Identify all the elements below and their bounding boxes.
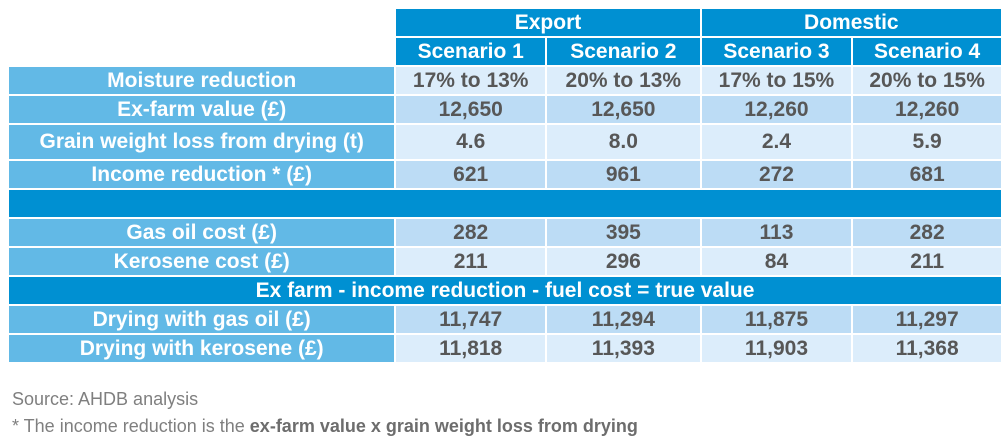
cell: 282 (394, 217, 548, 248)
table-row-gas-oil-cost: Gas oil cost (£) 282 395 113 282 (6, 217, 1003, 248)
row-label: Kerosene cost (£) (6, 246, 397, 277)
cell: 2.4 (699, 123, 854, 161)
group-header-domestic: Domestic (699, 7, 1003, 38)
row-label: Drying with kerosene (£) (6, 333, 397, 364)
cell: 272 (699, 159, 854, 190)
cell: 17% to 13% (394, 65, 548, 96)
cell: 282 (851, 217, 1003, 248)
row-label: Gas oil cost (£) (6, 217, 397, 248)
cell: 681 (851, 159, 1003, 190)
table-row-grain-loss: Grain weight loss from drying (t) 4.6 8.… (6, 123, 1003, 161)
formula-band: Ex farm - income reduction - fuel cost =… (7, 275, 1003, 306)
cell: 395 (545, 217, 702, 248)
cell: 11,294 (545, 304, 702, 335)
scenario-header: Scenario 1 (394, 36, 548, 67)
cell: 621 (394, 159, 548, 190)
table-row-income-reduction: Income reduction * (£) 621 961 272 681 (6, 159, 1003, 190)
table-row-drying-gas-oil: Drying with gas oil (£) 11,747 11,294 11… (6, 304, 1003, 335)
cell: 20% to 13% (545, 65, 702, 96)
drying-scenarios-table: Export Domestic Scenario 1 Scenario 2 Sc… (6, 7, 1003, 364)
scenario-header: Scenario 4 (851, 36, 1003, 67)
scenario-header: Scenario 2 (545, 36, 702, 67)
footnote: * The income reduction is the ex-farm va… (12, 416, 638, 437)
corner-cell (6, 7, 397, 38)
cell: 8.0 (545, 123, 702, 161)
cell: 17% to 15% (699, 65, 854, 96)
table-row-ex-farm: Ex-farm value (£) 12,650 12,650 12,260 1… (6, 94, 1003, 125)
table-row-kerosene-cost: Kerosene cost (£) 211 296 84 211 (6, 246, 1003, 277)
table-row-formula: Ex farm - income reduction - fuel cost =… (7, 275, 1003, 306)
table-row-drying-kerosene: Drying with kerosene (£) 11,818 11,393 1… (6, 333, 1003, 364)
row-label: Drying with gas oil (£) (6, 304, 397, 335)
cell: 12,260 (699, 94, 854, 125)
cell: 11,903 (699, 333, 854, 364)
cell: 11,297 (851, 304, 1003, 335)
cell: 12,650 (545, 94, 702, 125)
separator-band (7, 188, 1003, 219)
cell: 11,747 (394, 304, 548, 335)
cell: 20% to 15% (851, 65, 1003, 96)
cell: 961 (545, 159, 702, 190)
group-header-export: Export (394, 7, 702, 38)
cell: 211 (851, 246, 1003, 277)
cell: 5.9 (851, 123, 1003, 161)
source-note: Source: AHDB analysis (12, 389, 199, 409)
row-label: Ex-farm value (£) (6, 94, 397, 125)
cell: 4.6 (394, 123, 548, 161)
corner-cell (6, 36, 397, 67)
row-label: Moisture reduction (6, 65, 397, 96)
cell: 11,393 (545, 333, 702, 364)
cell: 296 (545, 246, 702, 277)
cell: 11,875 (699, 304, 854, 335)
scenario-header: Scenario 3 (699, 36, 854, 67)
row-label: Grain weight loss from drying (t) (6, 123, 397, 161)
cell: 211 (394, 246, 548, 277)
cell: 11,368 (851, 333, 1003, 364)
footnote-bold: ex-farm value x grain weight loss from d… (249, 416, 638, 436)
cell: 12,260 (851, 94, 1003, 125)
table-row-moisture: Moisture reduction 17% to 13% 20% to 13%… (6, 65, 1003, 96)
cell: 11,818 (394, 333, 548, 364)
footnote-text: * The income reduction is the (12, 416, 250, 436)
cell: 84 (699, 246, 854, 277)
cell: 113 (699, 217, 854, 248)
cell: 12,650 (394, 94, 548, 125)
row-label: Income reduction * (£) (6, 159, 397, 190)
table-row-separator (7, 188, 1003, 219)
